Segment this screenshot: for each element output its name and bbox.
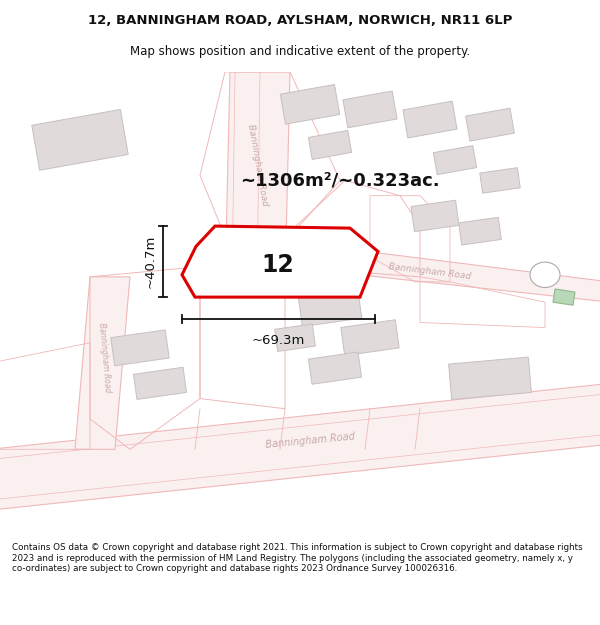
Polygon shape	[458, 217, 502, 245]
Polygon shape	[275, 324, 316, 351]
Polygon shape	[449, 357, 532, 399]
Polygon shape	[466, 108, 514, 141]
Text: Contains OS data © Crown copyright and database right 2021. This information is : Contains OS data © Crown copyright and d…	[12, 544, 583, 573]
Text: Banningham Road: Banningham Road	[247, 124, 269, 207]
Polygon shape	[403, 101, 457, 138]
Polygon shape	[182, 226, 378, 297]
Polygon shape	[75, 277, 130, 449]
Text: Map shows position and indicative extent of the property.: Map shows position and indicative extent…	[130, 45, 470, 58]
Polygon shape	[0, 383, 600, 510]
Polygon shape	[343, 91, 397, 128]
Text: ~40.7m: ~40.7m	[144, 235, 157, 288]
Polygon shape	[411, 200, 459, 232]
Text: Banningham Road: Banningham Road	[388, 262, 472, 281]
Text: Banningham Road: Banningham Road	[97, 322, 113, 393]
Polygon shape	[280, 84, 340, 124]
Text: Banningham Road: Banningham Road	[265, 432, 355, 451]
Polygon shape	[225, 72, 290, 287]
Text: 12: 12	[262, 253, 295, 277]
Polygon shape	[298, 288, 362, 327]
Polygon shape	[480, 168, 520, 193]
Polygon shape	[308, 352, 361, 384]
Text: ~69.3m: ~69.3m	[252, 334, 305, 347]
Polygon shape	[111, 330, 169, 366]
Polygon shape	[341, 320, 399, 356]
Text: 12, BANNINGHAM ROAD, AYLSHAM, NORWICH, NR11 6LP: 12, BANNINGHAM ROAD, AYLSHAM, NORWICH, N…	[88, 14, 512, 27]
Polygon shape	[553, 289, 575, 305]
Polygon shape	[32, 109, 128, 170]
Text: ~1306m²/~0.323ac.: ~1306m²/~0.323ac.	[240, 171, 440, 189]
Polygon shape	[308, 131, 352, 159]
Polygon shape	[134, 368, 187, 399]
Polygon shape	[433, 146, 476, 174]
Polygon shape	[285, 241, 600, 302]
Ellipse shape	[530, 262, 560, 288]
